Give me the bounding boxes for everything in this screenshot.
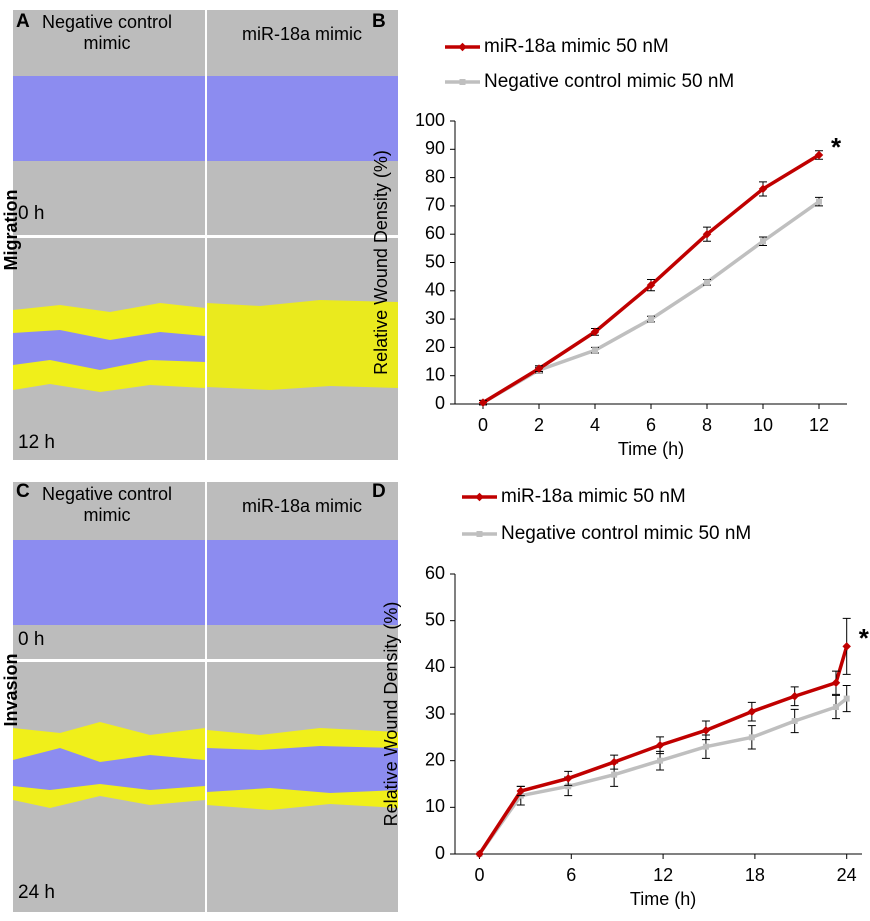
legend-label: Negative control mimic 50 nM [484, 71, 734, 92]
point [563, 774, 573, 783]
legend-marker [476, 531, 483, 537]
point [609, 757, 619, 767]
x-tick-label: 12 [809, 415, 829, 435]
point [843, 695, 850, 702]
column-header: Negative control mimic [41, 12, 173, 53]
panel-label: B [372, 11, 386, 32]
point [648, 316, 654, 323]
y-tick-label: 0 [435, 843, 445, 863]
time-label: 24 h [18, 882, 55, 903]
point [565, 783, 572, 790]
point [748, 734, 755, 741]
point [534, 364, 544, 373]
series-line [478, 697, 848, 856]
y-tick-label: 40 [425, 280, 445, 300]
point [478, 398, 488, 407]
point [832, 704, 839, 710]
point [816, 198, 822, 205]
y-tick-label: 80 [425, 166, 445, 186]
y-tick-label: 90 [425, 138, 445, 158]
significance-mark: * [859, 623, 870, 653]
row-label: Invasion [1, 653, 21, 726]
point [760, 238, 766, 245]
legend-label: Negative control mimic 50 nM [501, 523, 751, 544]
y-tick-label: 0 [435, 393, 445, 413]
y-tick-label: 10 [425, 796, 445, 816]
point [842, 642, 851, 651]
y-axis-title: Relative Wound Density (%) [371, 150, 391, 375]
y-tick-label: 20 [425, 749, 445, 769]
micrograph-a [13, 10, 398, 460]
x-tick-label: 10 [753, 415, 773, 435]
point [791, 718, 798, 724]
point [704, 279, 710, 286]
legend-label: miR-18a mimic 50 nM [501, 486, 686, 507]
x-tick-label: 0 [478, 415, 488, 435]
panel-label: A [16, 11, 30, 32]
y-tick-label: 40 [425, 656, 445, 676]
y-tick-label: 10 [425, 364, 445, 384]
y-tick-label: 50 [425, 251, 445, 271]
column-header: miR-18a mimic [241, 496, 362, 516]
y-tick-label: 50 [425, 609, 445, 629]
point [611, 771, 618, 778]
point [646, 280, 656, 290]
x-tick-label: 2 [534, 415, 544, 435]
legend-marker [459, 79, 466, 85]
y-axis-title: Relative Wound Density (%) [381, 602, 401, 827]
point [592, 347, 598, 354]
y-tick-label: 30 [425, 308, 445, 328]
micrograph-c [13, 482, 398, 912]
point [655, 741, 665, 750]
point [590, 327, 600, 337]
time-label: 0 h [18, 203, 44, 224]
time-label: 0 h [18, 629, 44, 650]
y-tick-label: 100 [415, 110, 445, 130]
point [701, 726, 711, 735]
time-label: 12 h [18, 432, 55, 453]
x-tick-label: 6 [646, 415, 656, 435]
legend-marker [475, 492, 484, 502]
x-tick-label: 4 [590, 415, 600, 435]
x-axis-title: Time (h) [618, 439, 684, 459]
y-tick-label: 70 [425, 195, 445, 215]
legend-label: miR-18a mimic 50 nM [484, 36, 669, 57]
significance-mark: * [831, 132, 842, 162]
x-tick-label: 8 [702, 415, 712, 435]
row-label: Migration [1, 190, 21, 271]
series-line [482, 153, 820, 405]
point [516, 786, 526, 796]
x-tick-label: 18 [745, 865, 765, 885]
panel-label: D [372, 481, 386, 502]
series-line [478, 645, 849, 855]
panel-label: C [16, 481, 30, 502]
point [747, 707, 757, 716]
point [702, 743, 709, 750]
x-tick-label: 24 [837, 865, 857, 885]
x-tick-label: 6 [566, 865, 576, 885]
point [831, 678, 841, 687]
legend-marker [458, 42, 467, 52]
point [475, 849, 484, 859]
y-tick-label: 30 [425, 703, 445, 723]
point [790, 692, 799, 701]
point [657, 757, 664, 764]
x-tick-label: 12 [653, 865, 673, 885]
column-header: Negative control mimic [41, 484, 173, 525]
x-tick-label: 0 [474, 865, 484, 885]
y-tick-label: 60 [425, 563, 445, 583]
y-tick-label: 20 [425, 336, 445, 356]
column-header: miR-18a mimic [241, 24, 362, 44]
x-axis-title: Time (h) [630, 889, 696, 909]
y-tick-label: 60 [425, 223, 445, 243]
